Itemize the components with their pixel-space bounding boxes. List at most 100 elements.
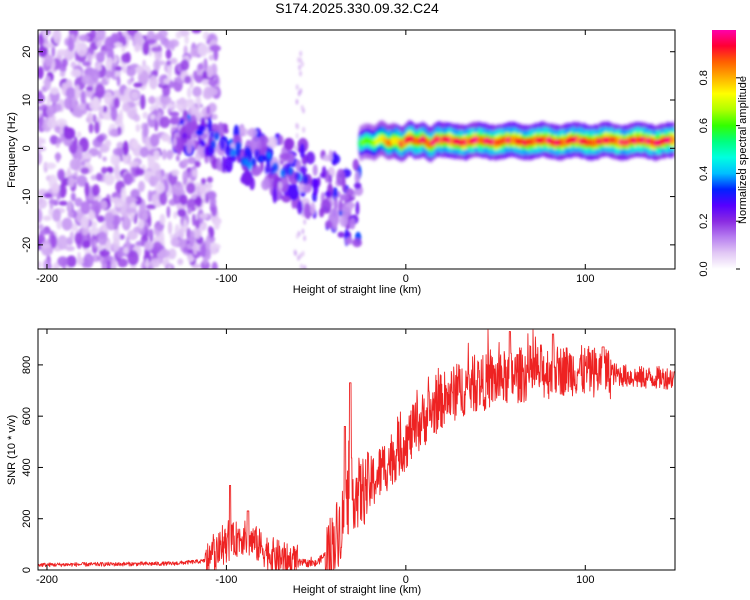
noise-speck	[151, 258, 160, 268]
noise-speck	[58, 200, 68, 206]
noise-speck	[65, 87, 76, 99]
noise-speck	[121, 53, 131, 64]
noise-speck	[159, 248, 170, 258]
noise-speck	[167, 65, 172, 78]
colorbar: 0.0 0.2 0.4 0.6 0.8 Normalized spectral ampl…	[698, 30, 749, 277]
snr-frame	[37, 328, 676, 571]
noise-speck	[198, 183, 206, 194]
noise-speck	[67, 176, 75, 188]
streak-speck	[295, 84, 299, 91]
noise-speck	[63, 127, 75, 140]
transition-core	[269, 166, 275, 175]
transition-blob	[354, 170, 360, 185]
noise-speck	[207, 79, 219, 86]
noise-speck	[206, 65, 214, 78]
noise-speck	[175, 31, 182, 39]
noise-speck	[142, 111, 148, 119]
noise-speck	[84, 182, 90, 197]
noise-speck	[209, 242, 218, 255]
noise-speck	[168, 111, 180, 117]
noise-speck	[67, 200, 73, 212]
noise-speck	[44, 75, 52, 91]
streak-speck	[300, 104, 304, 111]
snr-x-tick-label: 0	[403, 574, 409, 586]
spectrogram-frame	[37, 29, 676, 270]
transition-blob	[283, 137, 295, 151]
noise-speck	[57, 235, 68, 250]
noise-speck	[135, 168, 145, 176]
noise-speck	[195, 96, 201, 105]
noise-speck	[149, 133, 160, 147]
noise-speck	[130, 189, 140, 198]
transition-blob	[324, 191, 332, 197]
noise-speck	[75, 37, 81, 53]
noise-speck	[83, 253, 94, 269]
noise-speck	[119, 94, 126, 102]
noise-speck	[52, 103, 62, 113]
noise-speck	[114, 42, 123, 48]
transition-core	[208, 145, 213, 155]
noise-speck	[197, 63, 204, 70]
noise-speck	[155, 96, 160, 111]
noise-speck	[102, 105, 108, 113]
streak-speck	[303, 219, 307, 225]
transition-blob	[181, 132, 188, 139]
noise-speck	[82, 240, 91, 249]
streak-speck	[300, 263, 303, 269]
noise-speck	[104, 36, 115, 52]
noise-speck	[76, 175, 88, 187]
streak-speck	[299, 70, 302, 77]
noise-speck	[74, 84, 80, 100]
noise-speck	[159, 116, 170, 129]
noise-speck	[166, 205, 171, 218]
spectrogram-x-tick-label: -200	[36, 273, 58, 285]
noise-speck	[213, 48, 219, 61]
streak-speck	[294, 250, 297, 256]
noise-speck	[71, 108, 84, 118]
transition-core	[264, 165, 270, 175]
noise-speck	[206, 105, 211, 115]
noise-speck	[91, 68, 100, 82]
noise-speck	[47, 118, 58, 129]
noise-speck	[46, 94, 51, 107]
noise-speck	[103, 91, 113, 106]
streak-speck	[295, 132, 299, 139]
noise-speck	[152, 241, 163, 254]
noise-speck	[133, 31, 143, 48]
noise-speck	[65, 245, 75, 252]
noise-speck	[80, 152, 93, 160]
spectrogram-y-tick-label: 20	[21, 46, 33, 58]
noise-speck	[142, 41, 150, 56]
transition-blob	[247, 127, 258, 138]
noise-speck	[192, 86, 202, 97]
transition-blob	[352, 238, 362, 248]
noise-speck	[206, 176, 213, 183]
noise-speck	[110, 105, 118, 122]
noise-speck	[107, 167, 114, 174]
noise-speck	[135, 124, 141, 132]
noise-speck	[125, 195, 133, 205]
noise-speck	[208, 54, 215, 61]
noise-speck	[153, 149, 161, 161]
noise-speck	[44, 54, 53, 67]
noise-speck	[78, 34, 90, 42]
noise-speck	[81, 74, 93, 85]
transition-blob	[355, 201, 360, 216]
noise-speck	[86, 112, 94, 124]
noise-speck	[106, 260, 112, 269]
transition-blob	[186, 139, 193, 155]
noise-speck	[154, 199, 160, 206]
noise-speck	[43, 192, 53, 199]
streak-speck	[301, 250, 305, 257]
noise-speck	[146, 39, 157, 45]
noise-speck	[51, 45, 56, 58]
noise-speck	[171, 169, 180, 176]
transition-core	[245, 146, 250, 156]
transition-blob	[278, 135, 284, 146]
noise-speck	[186, 182, 196, 194]
streak-speck	[301, 61, 304, 68]
noise-speck	[195, 219, 200, 229]
noise-speck	[130, 91, 139, 100]
noise-speck	[105, 70, 112, 79]
noise-speck	[162, 95, 172, 106]
